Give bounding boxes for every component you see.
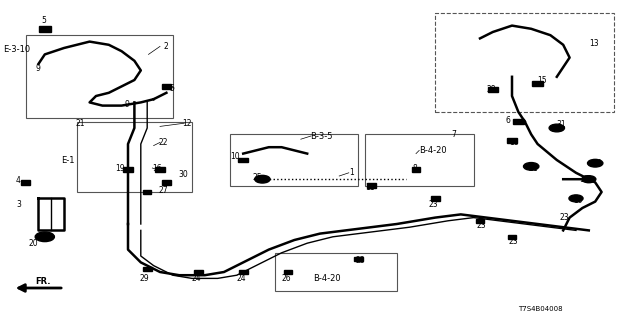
Text: 30: 30 — [178, 170, 188, 179]
Bar — [239, 158, 248, 163]
Text: 17: 17 — [579, 175, 589, 184]
Text: 19: 19 — [573, 196, 582, 204]
Text: 10: 10 — [230, 152, 240, 161]
Text: 26: 26 — [282, 274, 291, 283]
Text: 23: 23 — [560, 213, 570, 222]
Text: B-4-20: B-4-20 — [419, 146, 447, 155]
Text: 1: 1 — [349, 168, 353, 177]
Text: 15: 15 — [538, 76, 547, 84]
Bar — [513, 119, 524, 124]
Text: 9: 9 — [125, 100, 130, 108]
Bar — [239, 270, 248, 274]
Text: 20: 20 — [29, 239, 38, 248]
Text: 18: 18 — [509, 138, 518, 147]
Text: 22: 22 — [159, 138, 168, 147]
Text: 24: 24 — [192, 274, 202, 283]
Text: 5: 5 — [170, 84, 175, 92]
Text: 9: 9 — [35, 64, 40, 73]
Circle shape — [35, 232, 54, 242]
Text: 7: 7 — [451, 130, 456, 139]
Bar — [412, 167, 420, 172]
Bar — [488, 87, 498, 92]
Text: 12: 12 — [182, 119, 192, 128]
Bar — [367, 183, 376, 188]
Circle shape — [549, 124, 564, 132]
Bar — [143, 190, 152, 194]
Text: 5: 5 — [42, 16, 47, 25]
Bar — [20, 180, 31, 185]
Text: 4: 4 — [16, 176, 21, 185]
Text: 31: 31 — [528, 164, 538, 172]
Bar — [275, 253, 397, 291]
Text: 21: 21 — [76, 119, 85, 128]
Bar — [532, 81, 543, 86]
Text: 23: 23 — [355, 256, 365, 265]
Text: 27: 27 — [159, 186, 168, 195]
Text: 24: 24 — [237, 274, 246, 283]
Text: 31: 31 — [557, 120, 566, 129]
Bar — [143, 267, 152, 271]
Bar — [431, 196, 440, 201]
Text: 8: 8 — [413, 164, 417, 172]
Text: B-4-20: B-4-20 — [314, 274, 341, 283]
Text: 13: 13 — [589, 39, 598, 48]
Text: 23: 23 — [477, 221, 486, 230]
Circle shape — [569, 195, 583, 202]
Text: 14: 14 — [592, 159, 602, 168]
Text: FR.: FR. — [35, 277, 51, 286]
Text: 11: 11 — [365, 183, 374, 192]
Bar — [284, 270, 292, 274]
Bar — [155, 167, 165, 172]
Circle shape — [255, 175, 270, 183]
Bar — [476, 219, 484, 223]
Bar — [230, 134, 358, 186]
Bar — [77, 122, 192, 192]
Text: 3: 3 — [16, 200, 21, 209]
Text: 6: 6 — [506, 116, 511, 124]
Bar — [161, 180, 172, 185]
Bar — [354, 257, 363, 261]
Text: 29: 29 — [140, 274, 149, 283]
Text: 25: 25 — [253, 173, 262, 182]
Circle shape — [582, 176, 596, 183]
Text: 23: 23 — [509, 237, 518, 246]
Bar — [123, 167, 133, 172]
Text: 23: 23 — [429, 200, 438, 209]
Bar — [161, 84, 172, 89]
Bar — [435, 13, 614, 112]
Text: E-1: E-1 — [61, 156, 74, 164]
Bar — [508, 235, 516, 239]
Bar — [26, 35, 173, 118]
Text: B-3-5: B-3-5 — [310, 132, 333, 140]
Text: 16: 16 — [152, 164, 162, 172]
Circle shape — [524, 163, 539, 170]
Bar — [39, 26, 51, 32]
Text: T7S4B04008: T7S4B04008 — [518, 306, 563, 312]
Circle shape — [588, 159, 603, 167]
Bar — [507, 138, 517, 143]
Text: 2: 2 — [163, 42, 168, 51]
Bar — [365, 134, 474, 186]
Text: E-3-10: E-3-10 — [3, 45, 30, 54]
Bar — [194, 270, 203, 274]
Text: 19: 19 — [115, 164, 125, 172]
Text: 28: 28 — [486, 85, 496, 94]
